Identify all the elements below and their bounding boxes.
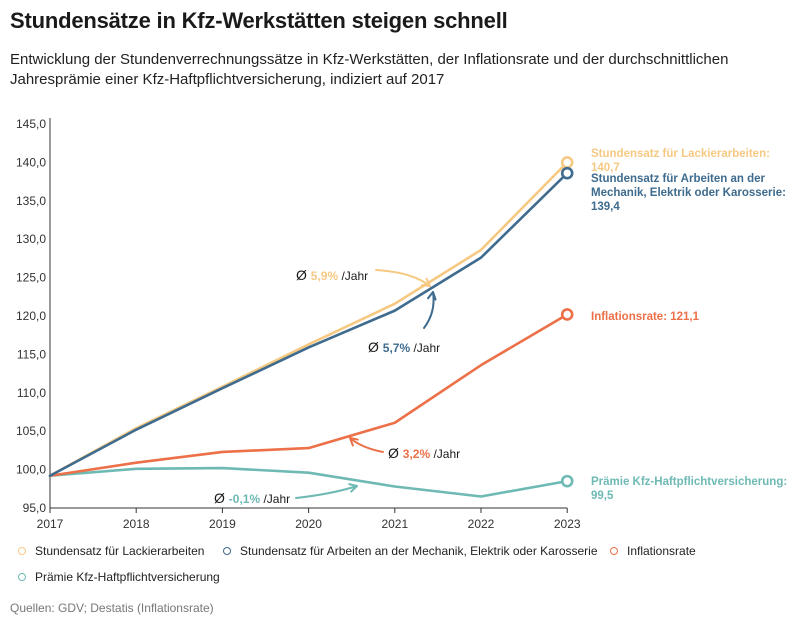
x-tick-label: 2021 bbox=[381, 517, 408, 531]
series-line bbox=[48, 161, 569, 478]
end-label-line: 99,5 bbox=[591, 490, 614, 502]
growth-annotation: Ø 5,7% /Jahr bbox=[368, 339, 440, 355]
end-label-line: Stundensatz für Lackierarbeiten: bbox=[591, 148, 770, 160]
x-tick-label: 2020 bbox=[295, 517, 322, 531]
arrow-head bbox=[348, 483, 358, 493]
source-note: Quellen: GDV; Destatis (Inflationsrate) bbox=[10, 601, 214, 615]
legend-label: Prämie Kfz-Haftpflichtversicherung bbox=[35, 570, 220, 584]
avg-symbol: Ø bbox=[296, 267, 311, 283]
line-chart: 95,0 100,0 105,0 110,0 115,0 120,0 125,0 130,0 1… bbox=[16, 117, 787, 531]
y-tick-label: 130,0 bbox=[16, 232, 46, 246]
growth-value: 3,2% bbox=[403, 447, 431, 461]
legend-marker-icon bbox=[18, 573, 26, 581]
series-lines bbox=[48, 161, 569, 498]
legend-label: Stundensatz für Arbeiten an der Mechanik… bbox=[240, 544, 598, 558]
y-tick-label: 125,0 bbox=[16, 271, 46, 285]
legend-item-mechanik[interactable]: Stundensatz für Arbeiten an der Mechanik… bbox=[223, 544, 598, 558]
chart-title: Stundensätze in Kfz-Werkstätten steigen … bbox=[10, 8, 508, 33]
x-tick-label: 2022 bbox=[468, 517, 495, 531]
end-label-line: Stundensatz für Arbeiten an der bbox=[591, 173, 766, 185]
end-label-line: 139,4 bbox=[591, 201, 620, 213]
y-tick-label: 115,0 bbox=[17, 347, 46, 361]
end-labels: Stundensatz für Lackierarbeiten: 140,7Stu… bbox=[591, 148, 787, 502]
endpoint-marker bbox=[560, 156, 574, 169]
growth-annotation: Ø 5,9% /Jahr bbox=[296, 267, 368, 283]
growth-value: -0,1% bbox=[229, 492, 261, 506]
y-tick-label: 145,0 bbox=[16, 117, 46, 131]
avg-symbol: Ø bbox=[368, 339, 383, 355]
annotation-arrows bbox=[295, 269, 437, 499]
y-tick-label: 100,0 bbox=[16, 463, 46, 477]
end-label-line: 140,7 bbox=[591, 162, 620, 174]
end-label-line: Inflationsrate: 121,1 bbox=[591, 311, 700, 323]
endpoint-marker bbox=[560, 308, 574, 321]
y-tick-label: 135,0 bbox=[16, 194, 46, 208]
x-tick-label: 2019 bbox=[209, 517, 236, 531]
legend-item-lackier[interactable]: Stundensatz für Lackierarbeiten bbox=[18, 544, 204, 558]
endpoint-marker bbox=[560, 166, 574, 180]
legend-label: Inflationsrate bbox=[627, 544, 696, 558]
growth-annotation: Ø 3,2% /Jahr bbox=[388, 445, 460, 461]
y-tick-label: 95,0 bbox=[23, 501, 47, 515]
annotation-arrow bbox=[295, 485, 358, 499]
arrow-head bbox=[349, 437, 359, 447]
arrow-head bbox=[427, 291, 437, 301]
series-line bbox=[48, 171, 569, 478]
growth-value: 5,9% bbox=[311, 269, 339, 283]
legend-marker-icon bbox=[610, 547, 618, 555]
annotation-arrow bbox=[375, 269, 431, 287]
growth-suffix: /Jahr bbox=[410, 341, 440, 355]
legend-label: Stundensatz für Lackierarbeiten bbox=[35, 544, 205, 558]
growth-suffix: /Jahr bbox=[338, 269, 368, 283]
chart-subtitle: Entwicklung der Stundenverrechnungssätze… bbox=[10, 51, 729, 88]
growth-annotation: Ø -0,1% /Jahr bbox=[214, 490, 290, 506]
series-line bbox=[48, 466, 569, 498]
growth-suffix: /Jahr bbox=[430, 447, 460, 461]
avg-symbol: Ø bbox=[388, 445, 403, 461]
growth-value: 5,7% bbox=[383, 341, 411, 355]
legend-marker-icon bbox=[223, 547, 231, 555]
annotation-arrow bbox=[349, 437, 384, 453]
endpoint-marker bbox=[560, 474, 574, 488]
x-tick-label: 2023 bbox=[554, 517, 581, 531]
y-tick-label: 110,0 bbox=[17, 386, 46, 400]
y-tick-label: 120,0 bbox=[16, 309, 46, 323]
end-label-line: Mechanik, Elektrik oder Karosserie: bbox=[591, 187, 786, 199]
axes: 95,0 100,0 105,0 110,0 115,0 120,0 125,0 130,0 1… bbox=[16, 117, 581, 531]
x-tick-label: 2018 bbox=[123, 517, 150, 531]
series-line bbox=[48, 313, 569, 478]
legend-item-inflation[interactable]: Inflationsrate bbox=[610, 544, 696, 558]
end-label-line: Prämie Kfz-Haftpflichtversicherung: bbox=[591, 476, 787, 488]
y-tick-label: 140,0 bbox=[16, 155, 46, 169]
series-markers bbox=[560, 156, 574, 488]
x-tick-label: 2017 bbox=[37, 517, 64, 531]
legend-item-praemie[interactable]: Prämie Kfz-Haftpflichtversicherung bbox=[18, 570, 220, 584]
y-tick-label: 105,0 bbox=[16, 424, 46, 438]
avg-symbol: Ø bbox=[214, 490, 229, 506]
arrow-head bbox=[421, 277, 431, 287]
growth-suffix: /Jahr bbox=[260, 492, 290, 506]
legend-marker-icon bbox=[18, 547, 26, 555]
